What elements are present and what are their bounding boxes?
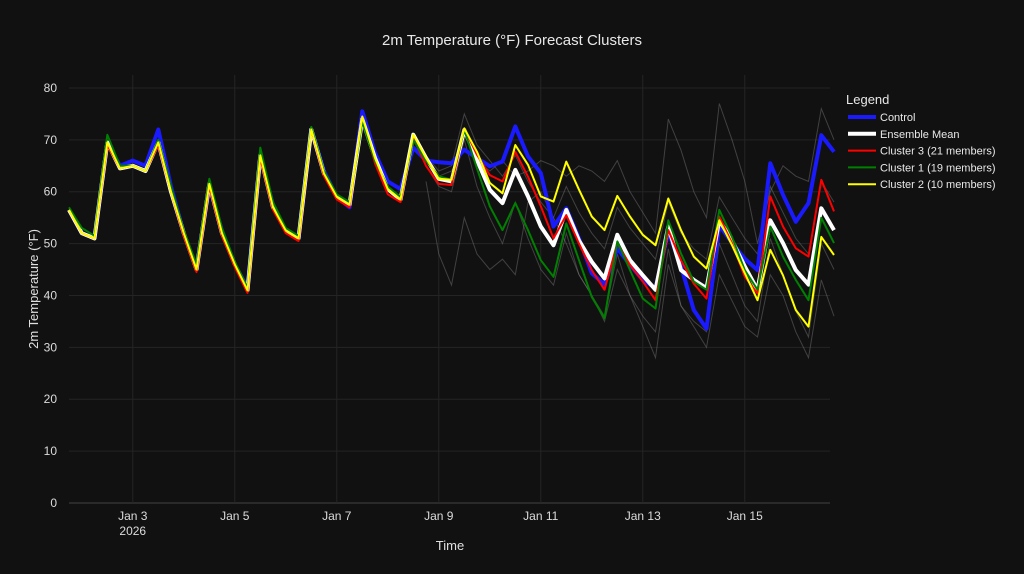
y-tick-label: 0 [50, 496, 57, 510]
x-tick-label: Jan 9 [424, 509, 454, 523]
x-tick-label: Jan 13 [625, 509, 661, 523]
legend-label: Cluster 1 (19 members) [880, 162, 996, 174]
series-line-cluster-2-10-members [68, 115, 835, 328]
legend-item[interactable]: Control [848, 112, 915, 124]
legend-label: Cluster 3 (21 members) [880, 146, 996, 158]
x-axis-label: Time [436, 538, 464, 553]
y-tick-label: 80 [44, 81, 58, 95]
y-tick-label: 20 [44, 392, 58, 406]
legend-label: Ensemble Mean [880, 129, 960, 141]
x-tick-label: Jan 3 [118, 509, 148, 523]
y-tick-label: 40 [44, 288, 58, 302]
y-tick-label: 60 [44, 185, 58, 199]
chart-title: 2m Temperature (°F) Forecast Clusters [382, 32, 642, 49]
y-tick-label: 10 [44, 444, 58, 458]
y-axis-label: 2m Temperature (°F) [26, 229, 41, 349]
ensemble-member-line [425, 181, 835, 360]
y-tick-label: 30 [44, 340, 58, 354]
legend-item[interactable]: Cluster 3 (21 members) [848, 146, 996, 158]
series-line-cluster-3-21-members [68, 115, 835, 302]
gridlines [69, 75, 830, 504]
legend-item[interactable]: Ensemble Mean [848, 129, 960, 141]
legend-item[interactable]: Cluster 1 (19 members) [848, 162, 996, 174]
plot-lines [67, 103, 836, 360]
x-tick-label: Jan 11 [523, 509, 558, 523]
legend: Legend Control Ensemble Mean Cluster 3 (21… [846, 92, 996, 191]
legend-title: Legend [846, 92, 889, 107]
x-tick-sublabel: 2026 [119, 524, 146, 538]
legend-item[interactable]: Cluster 2 (10 members) [848, 179, 996, 191]
x-tick-label: Jan 5 [220, 509, 250, 523]
legend-label: Control [880, 112, 915, 124]
x-tick-label: Jan 7 [322, 509, 352, 523]
y-tick-label: 50 [44, 237, 58, 251]
legend-label: Cluster 2 (10 members) [880, 179, 996, 191]
y-tick-label: 70 [44, 133, 58, 147]
x-tick-label: Jan 15 [727, 509, 763, 523]
